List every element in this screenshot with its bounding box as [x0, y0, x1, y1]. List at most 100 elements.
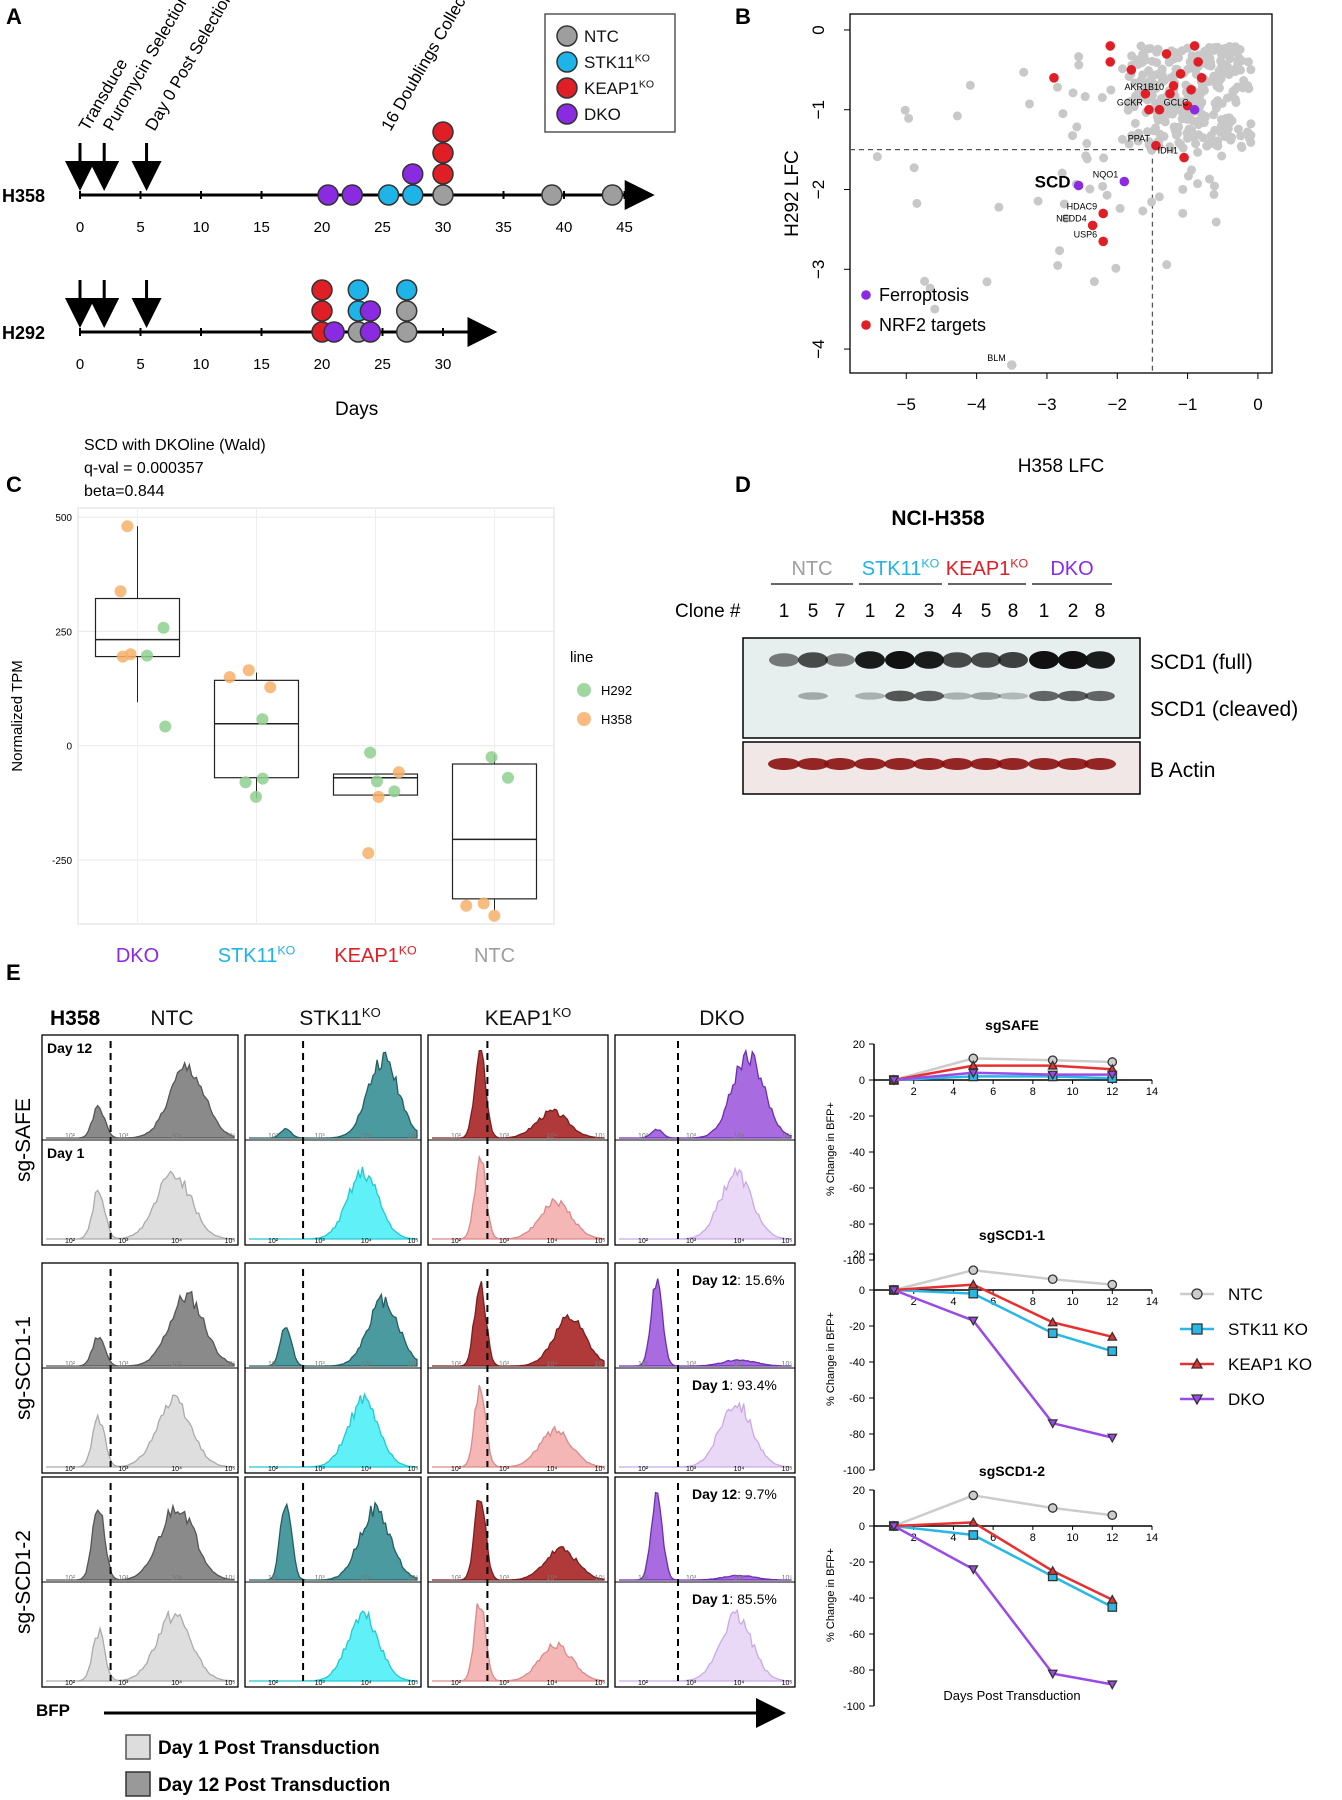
labeled-point-PPAT: [1151, 140, 1161, 151]
y-tick-label: 20: [853, 1485, 865, 1497]
histogram: [619, 1278, 792, 1367]
background-point: [872, 152, 882, 162]
legend-label-KEAP1: KEAP1KO: [584, 79, 654, 98]
nrf2-point: [1182, 100, 1193, 111]
background-point: [1162, 260, 1172, 270]
band-actin: [1028, 758, 1060, 770]
histogram: [249, 1166, 418, 1240]
labeled-point-BLM: [1006, 360, 1017, 370]
legend-label: Day 12 Post Transduction: [158, 1775, 390, 1796]
label-main: KEAP1: [485, 1007, 553, 1030]
data-point: [249, 790, 262, 803]
histogram: [432, 1281, 605, 1367]
row-label: sg-SCD1-1: [12, 1316, 35, 1420]
series-line-KEAP1: [893, 1521, 1113, 1601]
axis-tick-label: 10³: [499, 1466, 510, 1473]
stat-line: q-val = 0.000357: [84, 460, 204, 477]
axis-tick-label: 10⁴: [547, 1133, 558, 1140]
background-point: [1228, 88, 1238, 98]
y-tick-label: -100: [843, 1701, 865, 1713]
data-point: [159, 720, 172, 733]
legend-label: Day 1 Post Transduction: [158, 1738, 380, 1759]
background-point: [1187, 165, 1197, 175]
band-label: SCD1 (cleaved): [1150, 698, 1298, 721]
axis-tick-label: 10⁵: [225, 1680, 236, 1687]
band-cleaved: [798, 692, 828, 700]
axis-tick-label: 10³: [315, 1575, 326, 1582]
background-point: [1157, 64, 1167, 74]
background-point: [1124, 101, 1134, 111]
background-point: [1217, 50, 1227, 60]
axis-tick-label: 10⁵: [595, 1680, 606, 1687]
y-tick-label: -40: [849, 1147, 865, 1159]
x-tick-label: −4: [967, 395, 986, 414]
annotation-pct: : 15.6%: [737, 1272, 784, 1288]
axis-tick-label: 10⁵: [408, 1575, 419, 1582]
day-label: Day 12: [47, 1040, 92, 1056]
label-superscript: KO: [635, 53, 650, 65]
axis-tick-label: 10⁴: [171, 1680, 182, 1687]
point-label-PPAT: PPAT: [1128, 134, 1151, 144]
background-point: [952, 111, 962, 121]
axis-tick-label: 10⁵: [408, 1361, 419, 1368]
axis-tick-label: 10⁴: [734, 1575, 745, 1582]
sample-dot-STK11: [402, 184, 424, 206]
band-actin: [913, 758, 945, 770]
axis-tick-label: 10⁵: [225, 1466, 236, 1473]
background-point: [1222, 130, 1232, 140]
background-point: [1205, 174, 1215, 184]
y-axis-title: Normalized TPM: [9, 660, 26, 771]
band-full: [1085, 651, 1115, 669]
label-main: KEAP1: [334, 945, 398, 967]
y-tick-label: 0: [859, 1285, 865, 1297]
legend-swatch-DKO: [556, 103, 578, 125]
data-point: [242, 664, 255, 677]
background-point: [1246, 119, 1256, 129]
background-point: [1178, 184, 1188, 194]
background-point: [1173, 128, 1183, 138]
series-point-DKO: [1047, 1669, 1059, 1680]
axis-tick-label: 10³: [315, 1361, 326, 1368]
row-label: sg-SAFE: [12, 1098, 35, 1182]
annotation-day: Day 12: [692, 1486, 737, 1502]
panel-label-c: C: [6, 472, 22, 497]
series-point-KEAP1: [1047, 1565, 1059, 1576]
event-label: 16 Doublings Collection: [378, 0, 484, 134]
tick-label: 15: [253, 356, 270, 373]
background-point: [1166, 73, 1176, 83]
band-label: B Actin: [1150, 759, 1215, 782]
band-full: [885, 651, 915, 669]
band-full: [942, 652, 972, 668]
row-label-H358: H358: [2, 186, 45, 206]
x-tick-label: −1: [1178, 395, 1197, 414]
x-tick-label: 0: [1253, 395, 1262, 414]
series-line-NTC: [893, 1494, 1113, 1528]
background-point: [1097, 93, 1107, 103]
axis-tick-label: 10²: [638, 1575, 649, 1582]
background-point: [1074, 60, 1084, 70]
background-point: [1168, 97, 1178, 107]
axis-tick-label: 10³: [686, 1575, 697, 1582]
gate-annotation: Day 12: 15.6%: [692, 1272, 785, 1288]
legend-marker: [1190, 1394, 1204, 1406]
axis-tick-label: 10⁴: [361, 1680, 372, 1687]
column-title-STK11: STK11KO: [299, 1005, 380, 1030]
band-cleaved: [1029, 690, 1059, 702]
tick-label: 0: [76, 219, 84, 236]
axis-tick-label: 10²: [638, 1466, 649, 1473]
background-point: [920, 276, 930, 286]
nrf2-point: [1126, 65, 1137, 75]
axis-tick-label: 10⁴: [734, 1680, 745, 1687]
axis-tick-label: 10²: [65, 1575, 76, 1582]
nrf2-point: [1049, 73, 1059, 83]
background-point: [1202, 141, 1212, 151]
labeled-point-SCD: [1073, 180, 1084, 191]
axis-tick-label: 10⁵: [225, 1361, 236, 1368]
background-point: [1168, 109, 1178, 119]
legend-title: line: [570, 649, 593, 666]
histogram: [619, 1166, 792, 1240]
y-tick-label: -100: [843, 1255, 865, 1267]
axis-tick-label: 10⁵: [225, 1575, 236, 1582]
legend-label: STK11 KO: [1228, 1320, 1308, 1339]
